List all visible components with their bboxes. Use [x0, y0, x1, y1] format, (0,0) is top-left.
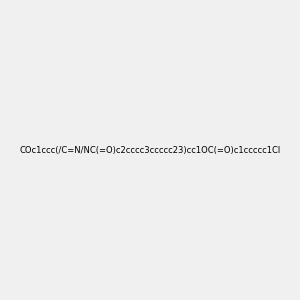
Text: COc1ccc(/C=N/NC(=O)c2cccc3ccccc23)cc1OC(=O)c1ccccc1Cl: COc1ccc(/C=N/NC(=O)c2cccc3ccccc23)cc1OC(… — [20, 146, 281, 154]
